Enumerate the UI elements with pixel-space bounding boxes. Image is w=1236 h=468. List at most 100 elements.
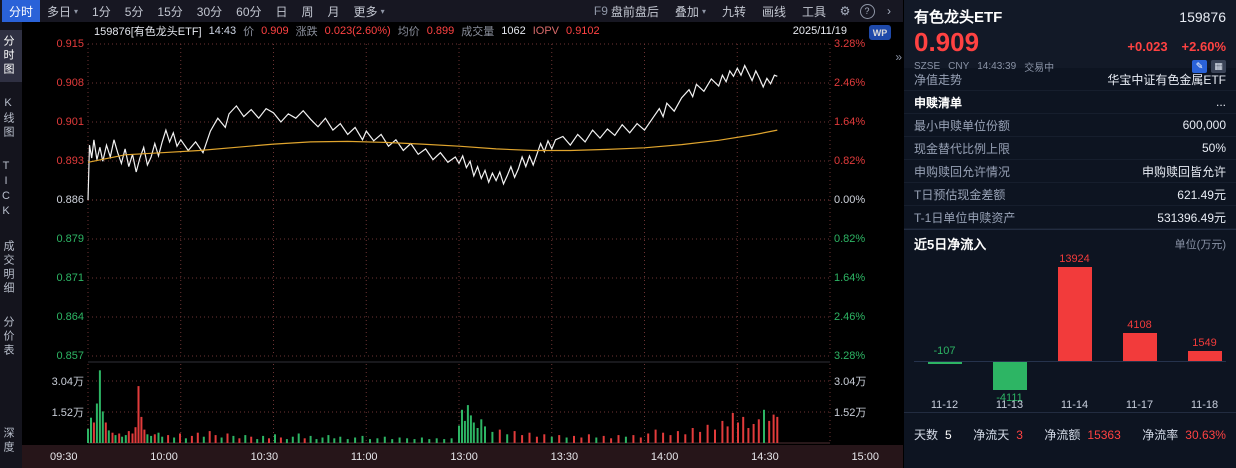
volume-bar [443,439,446,444]
toolbar-tab-multi-day[interactable]: 多日 ▾ [40,0,85,22]
quote-panel-header: 有色龙头ETF 159876 0.909 +0.023 +2.60% SZSE … [904,0,1236,74]
sidebar-item-tick[interactable]: TICK [0,160,12,220]
expand-icon[interactable]: › [887,4,891,18]
toolbar-tab-5min[interactable]: 5分 [118,0,151,22]
toolbar-action-label: 叠加 [674,4,699,19]
volume-bar [413,439,416,444]
toolbar-action-draw-line[interactable]: 画线 [755,0,793,22]
toolbar-tab-1min[interactable]: 1分 [85,0,118,22]
instrument-code-name: 159876[有色龙头ETF] [94,26,202,38]
volume-bar [124,435,127,443]
help-icon[interactable]: ? [857,0,877,22]
volume-bar [776,416,779,443]
sidebar-item-kline-chart[interactable]: K线图 [2,97,14,140]
stat-value: 5 [945,428,952,442]
last-price: 0.909 [914,27,980,57]
info-row[interactable]: 申购赎回允许情况 申购赎回皆允许 [904,160,1236,183]
price-line [87,64,778,201]
price-axis-label: 0.901 [56,116,84,128]
layout-icon[interactable]: ▦ [1211,60,1226,73]
shortcut-key-label: F9 [593,4,608,18]
volume-bar [699,431,702,443]
intraday-chart-region: 159876[有色龙头ETF] 14:43 价 0.909 涨跌 0.023(2… [22,22,903,468]
etf-info-rows: 净值走势 华宝中证有色金属ETF 申赎清单... 最小申赎单位份额 600,000 现金替… [904,68,1236,229]
info-row[interactable]: 现金替代比例上限 50% [904,137,1236,160]
toolbar-tab-30min[interactable]: 30分 [190,0,229,22]
volume-bar [676,431,679,443]
last-update-time: 14:43 [208,25,237,37]
volume-bar [654,429,657,443]
volume-bar [595,437,598,443]
stat-label: 净流率 [1142,428,1179,442]
toolbar-tab-month[interactable]: 月 [321,0,347,22]
intraday-chart-canvas[interactable] [22,40,903,445]
toolbar-tab-label: 1分 [92,4,111,19]
toolbar-tab-more[interactable]: 更多 ▾ [347,0,392,22]
net-inflow-date: 11-17 [1125,399,1154,411]
time-axis-label: 09:30 [50,450,78,463]
volume-axis-label: 1.52万 [51,407,84,419]
info-row-label: 现金替代比例上限 [914,141,1011,156]
sidebar-item-depth[interactable]: 深度 [2,427,14,455]
volume-bar [179,433,181,443]
price-axis-label: 0.857 [56,350,84,362]
info-row-label: 申购赎回允许情况 [914,164,1011,179]
info-row-label: 申赎清单 [914,95,963,110]
volume-bar [602,435,605,443]
info-row[interactable]: 净值走势 华宝中证有色金属ETF [904,68,1236,91]
volume-bar [632,435,635,443]
chevron-down-icon: ▾ [74,6,79,16]
time-axis-label: 14:30 [751,450,779,463]
net-inflow-bar [1057,267,1092,361]
volume-bar [535,436,538,443]
volume-bar [127,431,130,443]
info-row[interactable]: T-1日单位申赎资产 531396.49元 [904,206,1236,229]
volume-bar [208,431,211,443]
volume-bar [190,435,193,443]
sidebar-item-price-volume-table[interactable]: 分价表 [2,316,14,358]
volume-bar [491,431,494,443]
toolbar-tab-60min[interactable]: 60分 [229,0,268,22]
stat-pair: 净流天 3 [973,426,1023,443]
chevron-down-icon: ▾ [380,6,385,16]
edit-icon[interactable]: ✎ [1192,60,1207,73]
volume-bar [87,428,89,443]
net-inflow-date: 11-12 [930,399,959,411]
info-row[interactable]: 申赎清单... [904,91,1236,114]
percent-axis-label: 3.28% [834,38,866,50]
net-inflow-title: 近5日净流入 [914,237,987,252]
volume-bar [303,438,306,443]
sidebar-item-intraday-chart[interactable]: 分时图 [0,30,22,82]
gear-icon[interactable]: ⚙ [839,4,851,18]
volume-bar [587,434,590,443]
volume-bar [146,434,149,443]
toolbar-actions: F9 盘前盘后 叠加 ▾ 九转 画线 工具 ⚙? › [587,0,903,22]
info-row[interactable]: 最小申赎单位份额 600,000 [904,114,1236,137]
toolbar-tab-15min[interactable]: 15分 [150,0,189,22]
toolbar-action-tools[interactable]: 工具 [795,0,833,22]
toolbar-action-nine-turn[interactable]: 九转 [715,0,753,22]
info-row[interactable]: T日预估现金差额 621.49元 [904,183,1236,206]
net-inflow-value: 1549 [1192,336,1217,349]
volume-bar [354,437,357,443]
toolbar-action-overlay[interactable]: 叠加 ▾ [668,0,713,22]
toolbar-action-pre-post-market[interactable]: F9 盘前盘后 [587,0,666,22]
time-axis-label: 15:00 [851,450,879,463]
toolbar-tab-week[interactable]: 周 [295,0,321,22]
volume-bar [285,439,288,444]
net-inflow-value: 13924 [1059,253,1090,265]
panel-collapse-icon[interactable]: » [895,50,902,64]
toolbar-tab-intraday[interactable]: 分时 [2,0,41,22]
volume-bar [768,420,771,443]
volume-bar [472,422,475,443]
volume-bar [196,432,199,443]
price-change-pct: +2.60% [1181,39,1226,54]
volume-bar [315,439,318,444]
sidebar-item-trade-details[interactable]: 成交明细 [2,240,14,296]
volume-bar [226,433,229,443]
volume-bar [184,438,187,443]
volume-bar [757,419,760,443]
net-inflow-date: 11-13 [995,399,1024,411]
toolbar-tab-day[interactable]: 日 [269,0,295,22]
volume-bar [435,438,438,443]
